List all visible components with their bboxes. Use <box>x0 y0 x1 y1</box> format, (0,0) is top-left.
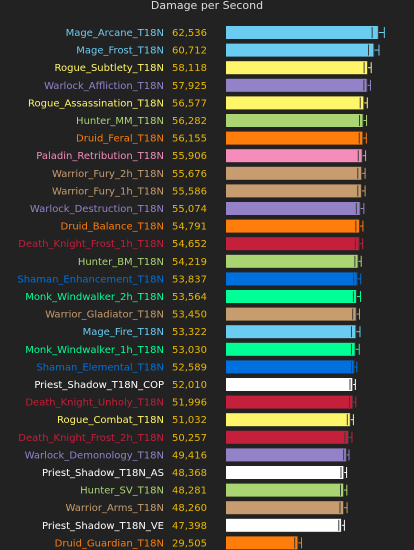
bar <box>226 360 355 374</box>
bar-label: Priest_Shadow_T18N_COP <box>34 380 164 391</box>
bar <box>226 501 344 515</box>
bar <box>226 114 364 127</box>
bar-label: Paladin_Retribution_T18N <box>36 151 164 162</box>
bar <box>226 342 356 356</box>
bar-label: Warrior_Gladiator_T18N <box>45 310 164 321</box>
bar-label: Warlock_Destruction_T18N <box>30 204 164 215</box>
bar-value-label: 50,257 <box>172 433 207 444</box>
bar-label: Hunter_BM_T18N <box>78 257 164 268</box>
bar-label: Druid_Balance_T18N <box>61 222 164 233</box>
bar <box>226 325 356 339</box>
bar-value-label: 51,032 <box>172 415 207 426</box>
bar-label: Warrior_Fury_2h_T18N <box>52 169 164 180</box>
bar <box>226 290 357 303</box>
bar-label: Warrior_Arms_T18N <box>66 503 164 514</box>
bar <box>226 466 344 479</box>
bar <box>226 448 347 462</box>
bar-value-label: 55,586 <box>172 186 207 197</box>
bar-value-label: 58,118 <box>172 63 207 74</box>
bar <box>226 254 359 268</box>
bar <box>226 378 353 391</box>
bar-value-label: 56,577 <box>172 98 207 109</box>
bar-value-label: 53,837 <box>172 274 207 285</box>
bar <box>226 149 363 163</box>
bar-label: Death_Knight_Unholy_T18N <box>25 398 164 409</box>
bar-label: Warlock_Demonology_T18N <box>25 450 164 461</box>
bar-value-label: 48,281 <box>172 486 207 497</box>
bar-label: Druid_Feral_T18N <box>76 134 164 145</box>
bar <box>226 78 368 92</box>
bar-value-label: 57,925 <box>172 81 207 92</box>
bar <box>226 43 374 57</box>
bar-value-label: 53,030 <box>172 345 207 356</box>
bar-label: Mage_Fire_T18N <box>83 327 164 338</box>
bar-value-label: 52,589 <box>172 362 207 373</box>
bar-label: Mage_Frost_T18N <box>76 46 164 57</box>
bar <box>226 237 360 251</box>
bar <box>226 131 363 145</box>
bar-label: Priest_Shadow_T18N_VE <box>42 521 164 532</box>
bar <box>226 61 368 75</box>
bar-label: Priest_Shadow_T18N_AS <box>42 468 164 479</box>
bar <box>226 184 362 198</box>
bar-value-label: 55,074 <box>172 204 207 215</box>
bar-value-label: 56,282 <box>172 116 207 127</box>
bar <box>226 413 351 427</box>
bar <box>226 202 361 215</box>
bar-label: Hunter_SV_T18N <box>80 486 164 497</box>
bar-value-label: 54,219 <box>172 257 207 268</box>
bar-value-label: 56,155 <box>172 134 207 145</box>
bar <box>226 26 379 39</box>
bar-value-label: 62,536 <box>172 28 207 39</box>
bar-value-label: 49,416 <box>172 450 207 461</box>
bar-value-label: 55,906 <box>172 151 207 162</box>
bar-label: Mage_Arcane_T18N <box>66 28 164 39</box>
bar <box>226 536 298 550</box>
bar-value-label: 48,368 <box>172 468 207 479</box>
bar-value-label: 29,505 <box>172 538 207 549</box>
bar-value-label: 53,450 <box>172 310 207 321</box>
bar <box>226 307 357 321</box>
bar <box>226 272 358 286</box>
bar-label: Shaman_Elemental_T18N <box>36 362 164 373</box>
bar <box>226 430 349 444</box>
bar-value-label: 55,676 <box>172 169 207 180</box>
bar <box>226 483 344 497</box>
bar-value-label: 47,398 <box>172 521 207 532</box>
bar-label: Rogue_Subtlety_T18N <box>55 63 165 74</box>
bar-value-label: 54,791 <box>172 222 207 233</box>
bar-label: Death_Knight_Frost_1h_T18N <box>18 239 164 250</box>
bar <box>226 166 362 180</box>
bar <box>226 518 342 532</box>
bar <box>226 219 360 233</box>
bar-label: Druid_Guardian_T18N <box>55 538 164 549</box>
bar-label: Death_Knight_Frost_2h_T18N <box>18 433 164 444</box>
bar-label: Rogue_Assassination_T18N <box>28 98 164 109</box>
bar-value-label: 52,010 <box>172 380 207 391</box>
chart-title: Damage per Second <box>151 0 263 12</box>
bar-value-label: 53,322 <box>172 327 207 338</box>
bar <box>226 395 353 409</box>
bar-value-label: 53,564 <box>172 292 207 303</box>
bar-label: Hunter_MM_T18N <box>76 116 164 127</box>
bar-label: Monk_Windwalker_2h_T18N <box>25 292 164 303</box>
bar-value-label: 60,712 <box>172 46 207 57</box>
chart-rows: Mage_Arcane_T18N 62,536 Mage_Frost_T18N 60,… <box>17 26 385 550</box>
bar-label: Shaman_Enhancement_T18N <box>17 274 164 285</box>
bar-label: Monk_Windwalker_1h_T18N <box>25 345 164 356</box>
bar-value-label: 54,652 <box>172 239 207 250</box>
bar <box>226 96 364 110</box>
bar-label: Rogue_Combat_T18N <box>57 415 164 426</box>
bar-label: Warrior_Fury_1h_T18N <box>52 186 164 197</box>
bar-label: Warlock_Affliction_T18N <box>44 81 164 92</box>
bar-value-label: 51,996 <box>172 398 207 409</box>
bar-value-label: 48,260 <box>172 503 207 514</box>
